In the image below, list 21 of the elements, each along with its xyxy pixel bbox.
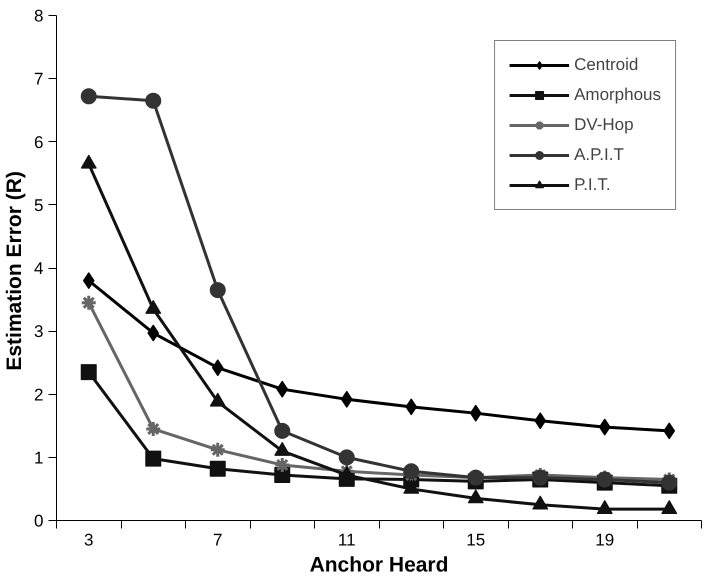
y-tick-label: 1	[34, 448, 44, 468]
y-tick-label: 8	[34, 6, 44, 26]
y-tick-label: 7	[34, 70, 44, 89]
legend-label: Amorphous	[574, 85, 661, 105]
x-tick-label: 3	[84, 530, 94, 550]
y-axis-title: Estimation Error (R)	[3, 171, 26, 371]
x-tick-label: 7	[213, 530, 222, 550]
y-tick-label: 5	[34, 196, 44, 215]
x-tick-label: 11	[338, 530, 356, 550]
x-tick-label: 19	[595, 530, 614, 550]
legend-label: DV-Hop	[574, 115, 634, 135]
y-tick-label: 6	[34, 132, 44, 152]
legend-label: Centroid	[574, 55, 638, 75]
legend-label: P.I.T.	[574, 175, 611, 195]
x-axis-title: Anchor Heard	[310, 554, 448, 576]
y-tick-label: 2	[34, 385, 44, 404]
legend-label: A.P.I.T	[574, 145, 624, 165]
y-tick-label: 0	[34, 512, 44, 530]
x-tick-label: 15	[466, 530, 486, 550]
y-tick-label: 4	[34, 259, 44, 278]
y-tick-label: 3	[34, 322, 44, 342]
